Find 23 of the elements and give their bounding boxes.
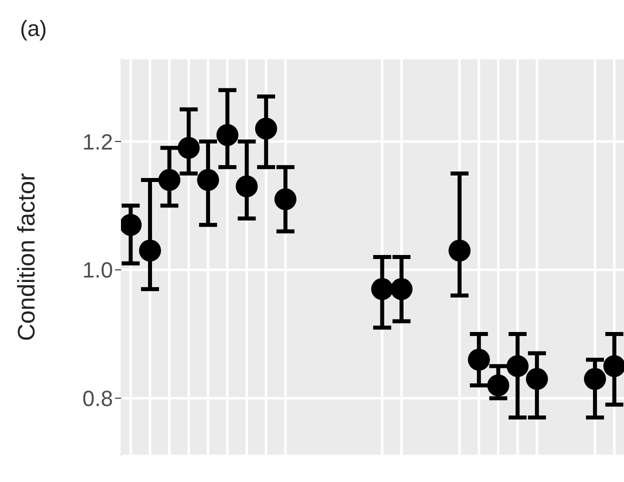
y-tick-label: 1.2	[82, 129, 113, 154]
point	[371, 278, 394, 300]
point	[216, 124, 238, 146]
point	[448, 240, 471, 262]
point	[390, 278, 413, 300]
y-axis-title: Condition factor	[14, 172, 41, 342]
point	[197, 168, 220, 191]
point	[158, 168, 180, 191]
point	[178, 136, 200, 159]
point	[236, 175, 258, 198]
chart-title: (a)	[19, 15, 48, 43]
point	[121, 214, 142, 236]
point	[487, 374, 510, 396]
y-tick-label: 0.8	[82, 386, 113, 412]
point	[255, 118, 278, 140]
point	[468, 348, 490, 371]
point	[603, 355, 624, 378]
point	[584, 368, 606, 390]
y-tick-label: 1.0	[82, 258, 113, 283]
point	[274, 188, 296, 210]
point	[506, 355, 529, 378]
point	[526, 368, 548, 390]
point	[139, 240, 162, 262]
